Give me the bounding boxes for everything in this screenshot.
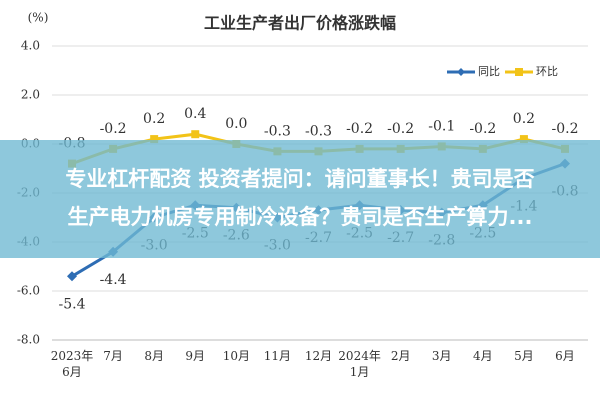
point bbox=[191, 130, 200, 139]
banner-line: 生产电力机房专用制冷设备？贵司是否生产算力... bbox=[67, 205, 533, 229]
y-unit: (%) bbox=[28, 11, 49, 25]
y-tick-label: -6.0 bbox=[17, 284, 40, 298]
x-tick-label: 4月 bbox=[473, 349, 493, 363]
legend-marker bbox=[515, 68, 523, 76]
data-label: -0.2 bbox=[552, 121, 579, 137]
point bbox=[67, 271, 77, 282]
x-tick-label: 12月 bbox=[304, 349, 333, 363]
legend-marker bbox=[457, 68, 465, 76]
data-label: -0.2 bbox=[100, 121, 127, 137]
data-label: 0.2 bbox=[513, 111, 535, 127]
overlay-banner: 专业杠杆配资 投资者提问：请问董事长！贵司是否 生产电力机房专用制冷设备？贵司是… bbox=[0, 140, 600, 258]
data-label: 0.2 bbox=[143, 111, 165, 127]
y-tick-label: 4.0 bbox=[21, 39, 40, 53]
point bbox=[519, 135, 528, 144]
point bbox=[150, 135, 159, 144]
y-tick-label: 2.0 bbox=[21, 88, 40, 102]
legend-label: 环比 bbox=[536, 65, 558, 78]
data-label: -0.2 bbox=[469, 121, 496, 137]
data-label: -0.1 bbox=[428, 118, 455, 134]
x-tick-label: 10月 bbox=[222, 349, 250, 363]
x-tick-label: 6月 bbox=[555, 349, 575, 363]
x-tick-label: 9月 bbox=[185, 349, 206, 363]
data-label: -5.4 bbox=[59, 296, 86, 312]
x-tick-label: 3月 bbox=[431, 349, 452, 363]
legend-label: 同比 bbox=[478, 65, 500, 78]
x-tick-label: 11月 bbox=[263, 349, 292, 363]
x-tick-label: 2024年 1月 bbox=[338, 349, 381, 379]
data-label: -0.3 bbox=[264, 123, 291, 139]
banner-line: 专业杠杆配资 投资者提问：请问董事长！贵司是否 bbox=[65, 167, 535, 191]
data-label: 0.0 bbox=[225, 116, 247, 132]
data-label: 0.4 bbox=[184, 106, 206, 122]
data-label: -4.4 bbox=[100, 272, 127, 288]
data-label: -0.3 bbox=[305, 123, 332, 139]
y-tick-label: -8.0 bbox=[17, 333, 40, 347]
chart-title: 工业生产者出厂价格涨跌幅 bbox=[204, 14, 396, 33]
data-label: -0.2 bbox=[387, 121, 414, 137]
x-tick-label: 8月 bbox=[144, 349, 164, 363]
x-tick-label: 2023年 6月 bbox=[50, 349, 94, 379]
x-tick-label: 5月 bbox=[514, 349, 534, 363]
x-tick-label: 2月 bbox=[390, 349, 411, 363]
data-label: -0.2 bbox=[346, 121, 373, 137]
x-tick-label: 7月 bbox=[103, 349, 123, 363]
